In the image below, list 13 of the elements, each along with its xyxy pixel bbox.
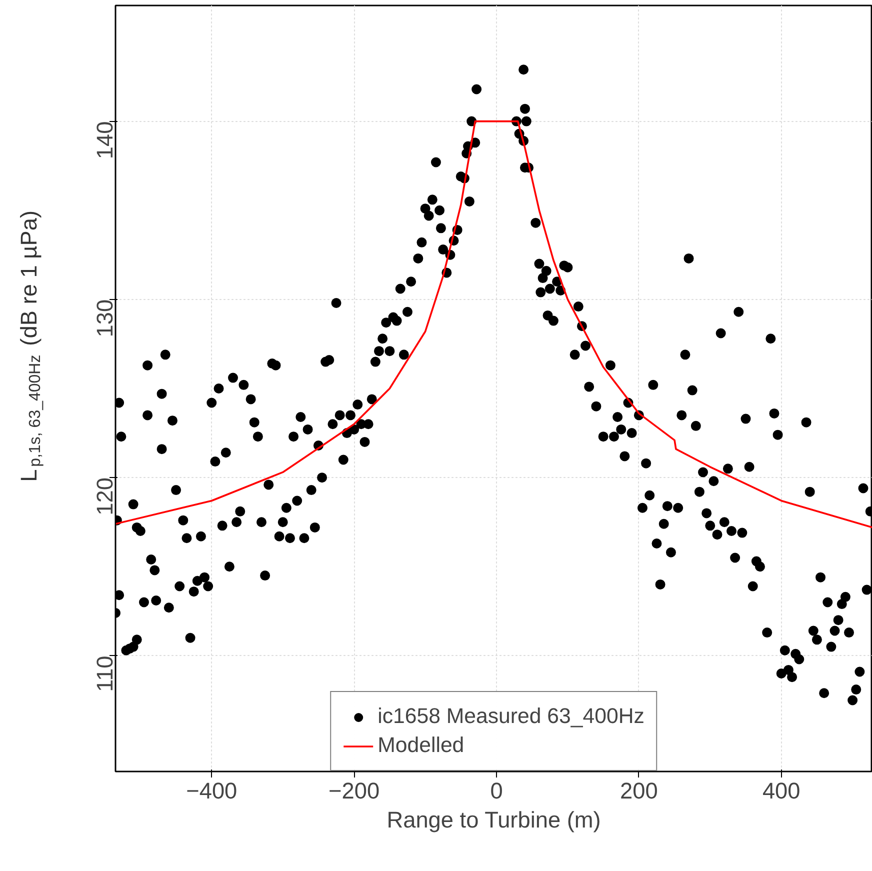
x-tick-label: −400 [186, 778, 238, 804]
x-tick-label: 200 [620, 778, 658, 804]
y-tick-label: 130 [92, 299, 118, 338]
y-tick-label: 140 [92, 121, 118, 160]
legend-label: ic1658 Measured 63_400Hz [378, 704, 644, 729]
x-tick-label: 0 [490, 778, 503, 804]
x-tick-label: −200 [328, 778, 380, 804]
x-tick-label: 400 [762, 778, 800, 804]
x-axis-title: Range to Turbine (m) [386, 806, 601, 832]
y-axis-title: Lp,1s, 63_400Hz (dB re 1 µPa) [16, 210, 44, 482]
legend-label: Modelled [378, 733, 464, 758]
y-tick-label: 120 [92, 478, 118, 516]
y-tick-label: 110 [92, 656, 118, 692]
